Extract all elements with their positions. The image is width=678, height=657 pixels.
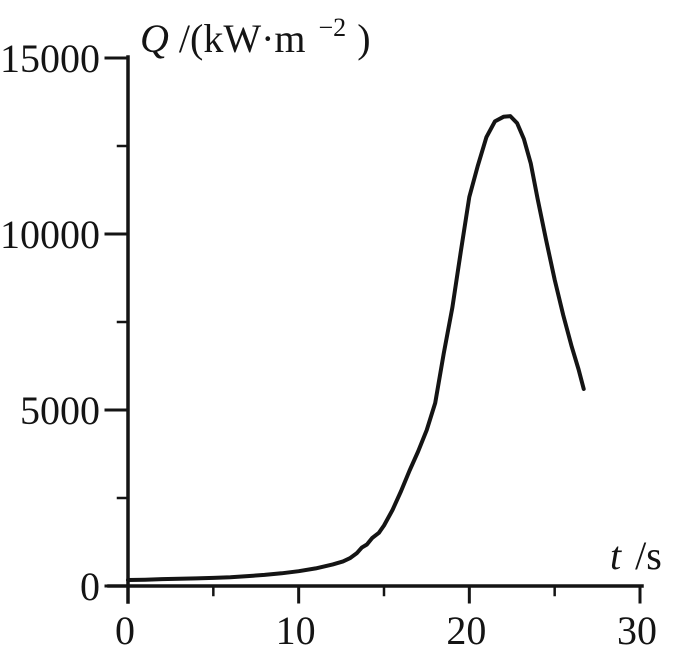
data-curve bbox=[126, 114, 586, 582]
x-axis-variable: t bbox=[610, 533, 622, 578]
y-tick-label: 5000 bbox=[20, 388, 100, 433]
x-axis-title: t /s bbox=[610, 533, 662, 578]
y-axis-variable: Q bbox=[140, 16, 169, 61]
axes bbox=[107, 55, 644, 604]
y-tick-label: 15000 bbox=[0, 36, 100, 81]
tick-labels: 0 5000 10000 15000 0 10 20 30 bbox=[0, 36, 657, 653]
y-tick-label: 0 bbox=[80, 564, 100, 609]
y-axis-unit-suffix: ) bbox=[357, 16, 370, 61]
y-axis-unit-prefix: /(kW·m bbox=[179, 16, 306, 61]
y-tick-label: 10000 bbox=[0, 212, 100, 257]
x-tick-label: 30 bbox=[617, 608, 657, 653]
x-tick-label: 20 bbox=[446, 608, 486, 653]
tick-marks bbox=[104, 56, 642, 604]
y-axis-title: Q /(kW·m −2 ) bbox=[140, 0, 371, 61]
x-tick-label: 10 bbox=[276, 608, 316, 653]
x-tick-label: 0 bbox=[115, 608, 135, 653]
y-axis-unit-superscript: −2 bbox=[319, 13, 347, 42]
x-axis-unit: /s bbox=[635, 533, 662, 578]
